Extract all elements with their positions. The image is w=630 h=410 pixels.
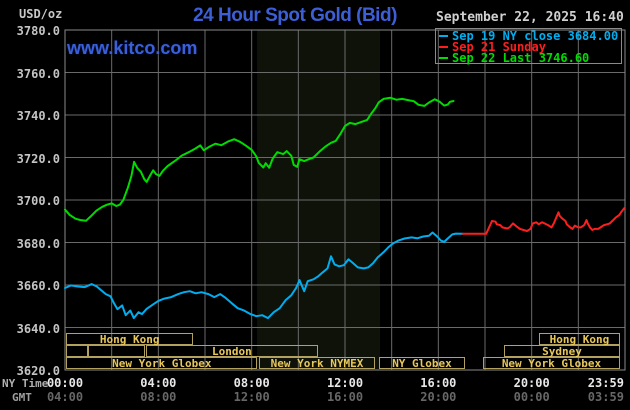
session-label: NY Globex (392, 356, 452, 370)
y-axis-tick-label: 3780.0 (16, 24, 60, 38)
session-label: Hong Kong (549, 332, 610, 346)
session-label: New York Globex (112, 356, 212, 370)
x-axis-gmt-tick-label: 08:00 (140, 390, 177, 404)
x-axis-gmt-tick-label: 00:00 (513, 390, 550, 404)
legend-box: Sep 19 NY close 3684.00 Sep 21 Sunday Sep … (435, 28, 622, 65)
session-box-hong-kong: Hong Kong (538, 332, 621, 346)
session-box-london: London (145, 344, 319, 358)
legend-item-1: Sep 21 Sunday (438, 39, 621, 54)
legend-item-label: Sep 19 NY close 3684.00 (452, 28, 619, 43)
y-axis-tick-label: 3760.0 (16, 66, 60, 81)
y-axis-tick-label: 3720.0 (16, 151, 60, 166)
x-axis-gmt-tick-label: 16:00 (326, 390, 364, 404)
ny-time-axis-caption: NY Time (2, 377, 49, 390)
x-axis-gmt-tick-label: 03:59 (587, 390, 624, 404)
session-label: Hong Kong (99, 332, 160, 346)
legend-item-label: Sep 22 Last 3746.60 (452, 50, 590, 65)
session-box-sydney: Sydney (503, 344, 621, 358)
session-label: London (211, 344, 252, 358)
price-line-series-0 (64, 231, 464, 320)
legend-dash-icon (439, 56, 448, 59)
session-box-new-york-globex: New York Globex (66, 356, 258, 370)
chart-title: 24 Hour Spot Gold (Bid) (193, 5, 397, 26)
price-line-series-2 (64, 96, 455, 222)
plot-border (64, 29, 626, 371)
legend-dash-icon (439, 45, 448, 48)
y-axis-tick-label: 3660.0 (16, 279, 60, 293)
session-label: New York NYMEX (270, 356, 364, 370)
x-axis-gmt-tick-label: 12:00 (233, 390, 270, 404)
x-axis-ny-tick-label: 23:59 (587, 376, 624, 390)
session-box-unlabeled (88, 345, 146, 357)
session-box-new-york-nymex: New York NYMEX (258, 356, 376, 370)
price-line-series-1 (461, 207, 626, 235)
session-box-new-york-globex: New York Globex (482, 356, 621, 370)
session-box-unlabeled (66, 345, 89, 357)
legend-item-2: Sep 22 Last 3746.60 (438, 50, 621, 65)
chart-datetime: September 22, 2025 16:40 (436, 10, 624, 25)
y-axis-tick-label: 3700.0 (16, 194, 60, 208)
y-axis-tick-label: 3680.0 (16, 236, 60, 251)
session-box-ny-globex: NY Globex (378, 356, 466, 370)
x-axis-ny-tick-label: 16:00 (420, 376, 457, 390)
x-axis-ny-tick-label: 12:00 (326, 376, 364, 390)
gmt-axis-caption: GMT (12, 391, 32, 404)
legend-item-0: Sep 19 NY close 3684.00 (438, 28, 621, 43)
price-unit-label: USD/oz (19, 7, 63, 21)
y-axis-tick-label: 3640.0 (16, 321, 60, 336)
legend-dash-icon (439, 34, 448, 37)
session-label: Sydney (542, 344, 582, 358)
legend-item-label: Sep 21 Sunday (452, 39, 546, 54)
session-box-hong-kong: Hong Kong (66, 332, 194, 346)
kitco-watermark-link[interactable]: www.kitco.com (67, 38, 198, 58)
x-axis-gmt-tick-label: 20:00 (420, 390, 457, 404)
x-axis-ny-tick-label: 20:00 (513, 376, 550, 390)
x-axis-ny-tick-label: 04:00 (140, 376, 177, 390)
session-label: New York Globex (501, 356, 602, 370)
x-axis-gmt-tick-label: 04:00 (46, 390, 84, 404)
x-axis-ny-tick-label: 08:00 (233, 376, 270, 390)
y-axis-tick-label: 3740.0 (16, 109, 60, 123)
x-axis-ny-tick-label: 00:00 (46, 376, 84, 390)
y-axis-tick-label: 3620.0 (16, 364, 60, 378)
